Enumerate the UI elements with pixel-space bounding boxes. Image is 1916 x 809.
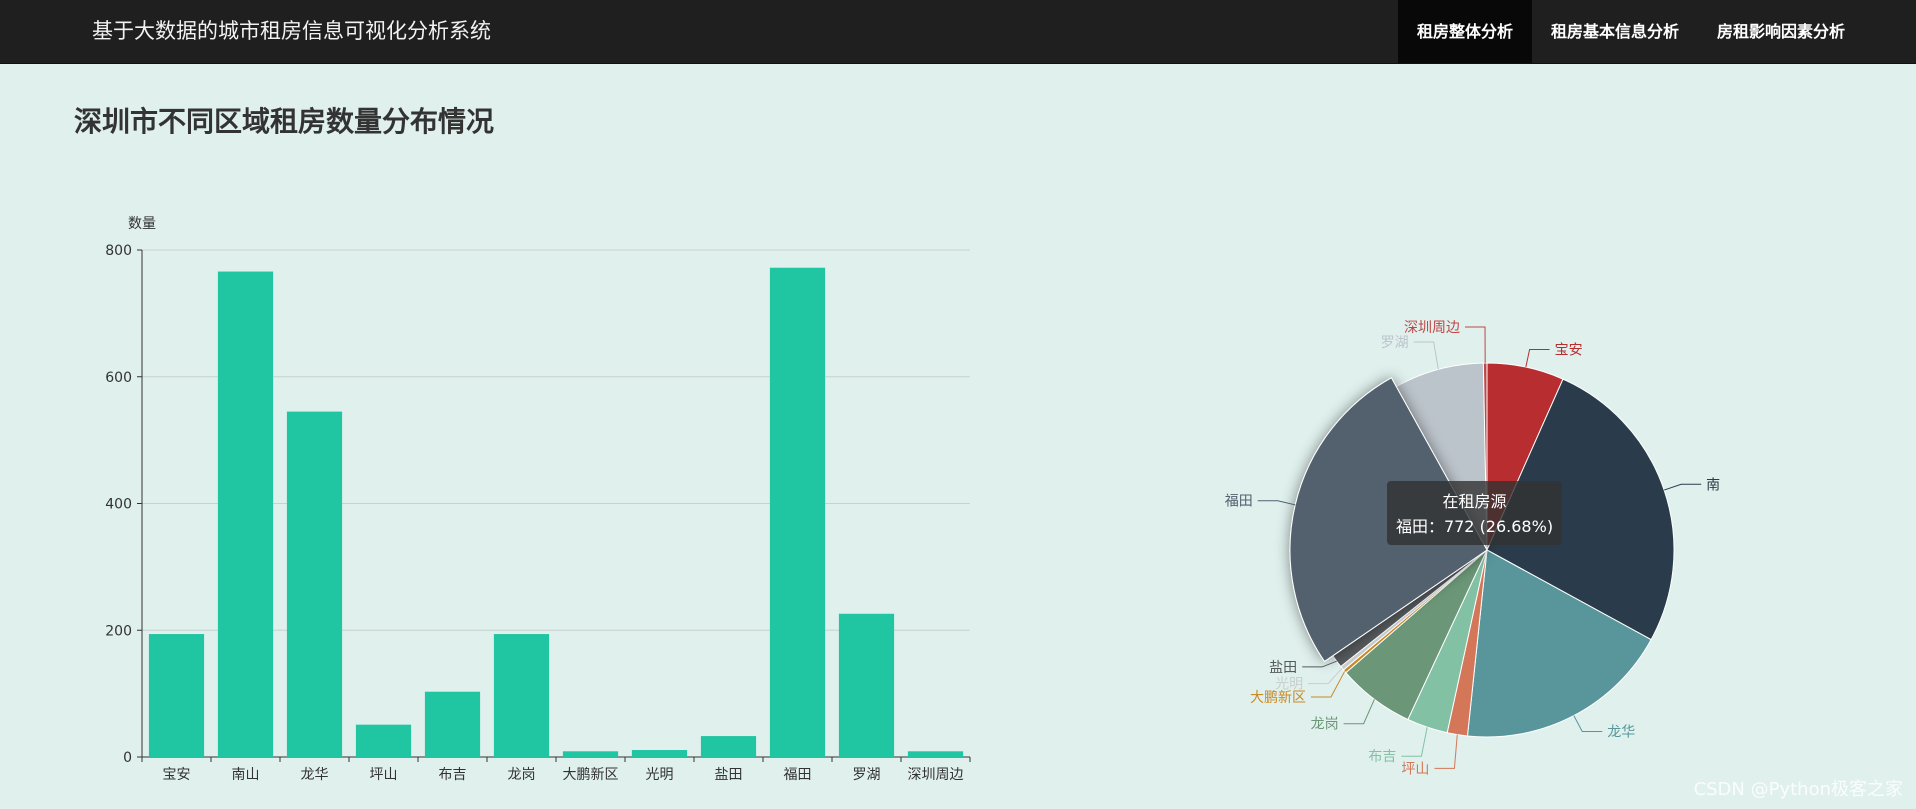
pie-label-line — [1302, 660, 1337, 668]
x-tick-label: 罗湖 — [853, 767, 881, 783]
pie-label: 布吉 — [1368, 749, 1396, 765]
bar[interactable] — [286, 411, 343, 757]
pie-label-line — [1413, 341, 1439, 370]
pie-label-line — [1343, 699, 1375, 725]
bar[interactable] — [148, 634, 205, 757]
bar[interactable] — [355, 724, 412, 757]
y-axis-label: 数量 — [128, 216, 156, 232]
x-tick-label: 龙岗 — [508, 767, 536, 783]
pie-label-line — [1663, 483, 1702, 491]
pie-label: 光明 — [1275, 677, 1303, 693]
pie-label-line — [1257, 500, 1296, 506]
nav-item-rent-factors[interactable]: 房租影响因素分析 — [1716, 22, 1845, 41]
pie-label-line — [1310, 671, 1346, 698]
pie-label-line — [1573, 715, 1603, 733]
bar[interactable] — [907, 751, 964, 757]
pie-label: 坪山 — [1401, 761, 1429, 777]
pie-label: 大鹏新区 — [1250, 690, 1306, 706]
pie-label: 福田 — [1225, 494, 1253, 510]
pie-label: 南山 — [1706, 477, 1720, 493]
x-tick-label: 布吉 — [439, 767, 467, 783]
bar[interactable] — [562, 751, 619, 757]
x-tick-label: 宝安 — [163, 767, 191, 783]
x-tick-label: 光明 — [646, 767, 674, 783]
bar[interactable] — [631, 750, 688, 757]
pie-label: 盐田 — [1269, 660, 1297, 676]
pie-label-line — [1308, 667, 1343, 685]
tooltip-title: 在租房源 — [1442, 492, 1507, 511]
page-title: 深圳市不同区域租房数量分布情况 — [74, 105, 495, 138]
pie-tooltip: 在租房源 福田：772 (26.68%) — [1387, 481, 1562, 545]
pie-label: 罗湖 — [1381, 335, 1409, 351]
x-tick-label: 大鹏新区 — [563, 767, 619, 783]
x-tick-label: 龙华 — [301, 767, 329, 783]
pie-label: 龙岗 — [1311, 717, 1339, 733]
bar[interactable] — [838, 613, 895, 757]
bar[interactable] — [424, 691, 481, 757]
app-title[interactable]: 基于大数据的城市租房信息可视化分析系统 — [92, 19, 491, 43]
pie-label-line — [1401, 727, 1428, 757]
tooltip-text: 福田：772 (26.68%) — [1395, 517, 1554, 536]
nav-item-overall[interactable]: 租房整体分析 — [1397, 0, 1532, 63]
x-tick-label: 南山 — [232, 767, 260, 783]
pie-label: 龙华 — [1607, 725, 1635, 741]
y-tick-label: 200 — [105, 623, 132, 639]
x-tick-label: 深圳周边 — [908, 767, 964, 783]
y-tick-label: 400 — [105, 497, 132, 513]
y-tick-label: 0 — [123, 750, 132, 766]
bar[interactable] — [700, 736, 757, 757]
main-nav: 租房整体分析 租房基本信息分析 房租影响因素分析 — [1397, 0, 1864, 63]
pie-label-line — [1434, 734, 1458, 769]
pie-label: 深圳周边 — [1404, 320, 1460, 336]
nav-item-basic-info[interactable]: 租房基本信息分析 — [1550, 22, 1679, 41]
pie-label-line — [1465, 326, 1486, 364]
top-navbar: 基于大数据的城市租房信息可视化分析系统 租房整体分析 租房基本信息分析 房租影响… — [0, 0, 1916, 64]
pie-slice[interactable] — [1486, 378, 1675, 641]
bar[interactable] — [769, 267, 826, 757]
watermark: CSDN @Python极客之家 — [1693, 779, 1903, 800]
pie-label-line — [1525, 348, 1550, 368]
x-tick-label: 坪山 — [370, 767, 398, 783]
x-tick-label: 福田 — [784, 767, 812, 783]
bar[interactable] — [493, 634, 550, 757]
y-tick-label: 800 — [105, 243, 132, 259]
x-tick-label: 盐田 — [715, 767, 743, 783]
y-tick-label: 600 — [105, 370, 132, 386]
pie-label: 宝安 — [1555, 342, 1583, 358]
bar[interactable] — [217, 271, 274, 757]
